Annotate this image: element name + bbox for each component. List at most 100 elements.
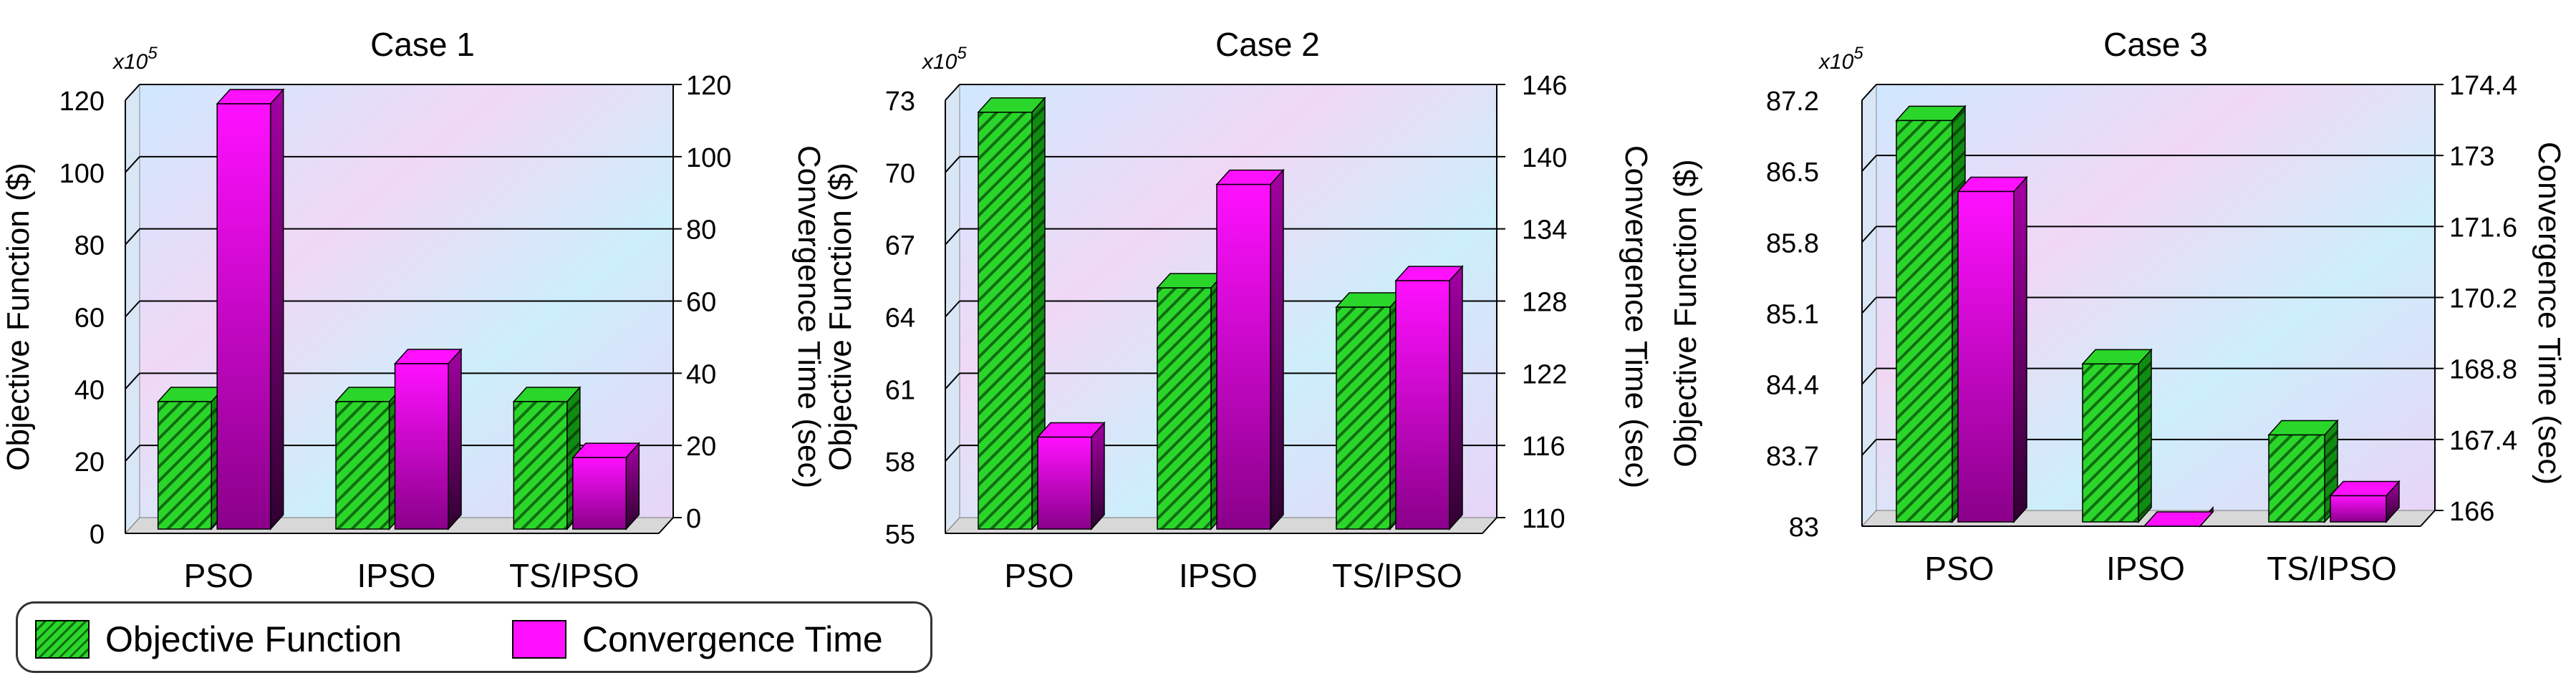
y-tick-left: 85.1 — [1766, 300, 1819, 330]
y-tick-left: 67 — [885, 231, 915, 261]
gridline-side — [125, 84, 140, 101]
bar-objective-ipso-front — [2082, 363, 2139, 523]
chart-legend: Objective Function Convergence Time — [16, 601, 932, 673]
bar-objective-ts-ipso — [1335, 291, 1404, 530]
x-tick-label: TS/IPSO — [2267, 550, 2396, 587]
y-axis-title-right: Convergence Time (sec) — [1619, 145, 1654, 488]
bar-objective-pso — [977, 96, 1046, 530]
x-tick-label: IPSO — [2106, 550, 2185, 587]
x-tick-label: TS/IPSO — [509, 557, 639, 594]
y-axis-title-left: Objective Function ($) — [1, 163, 36, 470]
bar-objective-ts-ipso-front — [513, 401, 568, 530]
legend-swatch-objective — [35, 620, 90, 659]
bar-objective-ipso-side — [2138, 348, 2152, 523]
y-axis-title-right: Convergence Time (sec) — [2532, 142, 2567, 485]
legend-swatch-convergence — [512, 620, 566, 659]
bar-convergence-pso-side — [2013, 175, 2027, 523]
y-tick-right: 140 — [1522, 143, 1567, 173]
y-tick-left: 40 — [74, 375, 105, 405]
bar-convergence-pso — [1957, 175, 2028, 523]
bar-objective-ts-ipso-top — [2267, 420, 2339, 436]
bar-convergence-pso-side — [1091, 421, 1105, 530]
y-tick-left: 20 — [74, 447, 105, 478]
gridline-side — [945, 300, 960, 318]
y-tick-left: 83.7 — [1766, 442, 1819, 472]
y-axis-title-left: Objective Function ($) — [824, 163, 858, 470]
y-tick-left: 61 — [885, 375, 915, 405]
legend-label-objective: Objective Function — [105, 619, 402, 659]
legend-item-objective: Objective Function — [35, 618, 402, 661]
bar-convergence-ipso-side — [448, 348, 462, 530]
floor-edge-right — [658, 517, 674, 534]
bar-objective-pso-front — [1896, 120, 1953, 523]
y-tick-right: 100 — [686, 143, 731, 173]
y-tick-left: 120 — [59, 87, 105, 117]
bar-objective-ipso-top — [2081, 349, 2153, 365]
gridline-side — [125, 156, 140, 173]
bar-objective-ipso — [2081, 348, 2153, 523]
bar-objective-ts-ipso-front — [2268, 434, 2325, 523]
y-tick-right: 110 — [1522, 504, 1566, 534]
gridline-side — [1861, 84, 1877, 101]
bar-convergence-ts-ipso — [571, 442, 641, 530]
y-tick-right: 128 — [1522, 288, 1567, 318]
bar-convergence-ts-ipso-front — [2330, 495, 2387, 523]
y-tick-left: 84.4 — [1766, 371, 1819, 401]
gridline-side — [125, 228, 140, 246]
y-tick-left: 58 — [885, 447, 915, 478]
bar-objective-pso-front — [157, 401, 212, 530]
floor-edge-right — [1482, 517, 1497, 534]
y-tick-left: 100 — [59, 159, 105, 189]
bar-convergence-pso-top — [1957, 176, 2028, 193]
y-tick-left: 86.5 — [1766, 158, 1819, 188]
bar-convergence-pso-front — [1037, 436, 1092, 530]
bar-convergence-ipso — [393, 348, 463, 530]
gridline-side — [125, 372, 140, 390]
gridline-side — [1861, 226, 1877, 243]
gridline-side — [125, 300, 140, 318]
bar-objective-ipso — [334, 386, 404, 530]
bar-objective-ipso — [1156, 272, 1225, 530]
chart-title: Case 1 — [370, 26, 475, 63]
gridline-side — [1861, 439, 1877, 456]
y-tick-left: 87.2 — [1766, 87, 1819, 117]
bar-objective-ts-ipso — [2267, 419, 2339, 523]
y-axis-title-right: Convergence Time (sec) — [791, 145, 826, 488]
y-tick-left: 83 — [1789, 513, 1819, 543]
gridline-side — [945, 445, 960, 462]
y-tick-right: 60 — [686, 288, 716, 318]
y-tick-right: 80 — [686, 215, 716, 246]
x-tick-label: PSO — [184, 557, 254, 594]
case-1-chart: 0 0 20 20 40 40 60 60 80 80 100 100 120 120 PSO IPSO TS/… — [1, 26, 826, 594]
y-tick-left: 70 — [885, 159, 915, 189]
bar-convergence-ipso-side — [1270, 168, 1284, 530]
x-tick-label: IPSO — [357, 557, 436, 594]
y-tick-right: 170.2 — [2449, 284, 2517, 314]
y-tick-left: 80 — [74, 231, 105, 261]
exponent-label: x105 — [112, 44, 158, 74]
y-tick-right: 166 — [2449, 497, 2494, 527]
y-tick-right: 122 — [1522, 359, 1567, 389]
chart-title: Case 3 — [2103, 26, 2208, 63]
bar-convergence-ts-ipso-top — [2329, 480, 2401, 497]
gridline-side — [945, 228, 960, 246]
bar-convergence-pso — [1036, 421, 1106, 530]
y-tick-right: 120 — [686, 71, 731, 101]
y-tick-right: 174.4 — [2449, 71, 2517, 101]
bar-objective-pso-top — [1895, 105, 1967, 122]
bar-convergence-ipso-top — [2143, 511, 2214, 527]
y-tick-left: 55 — [885, 520, 915, 550]
y-tick-left: 0 — [90, 520, 105, 550]
bar-convergence-pso-side — [269, 88, 284, 530]
case-2-chart: 55 110 58 116 61 122 64 128 67 134 70 140 73 146 PSO IP… — [824, 26, 1654, 594]
y-axis-title-left: Objective Function ($) — [1668, 159, 1703, 467]
bar-convergence-pso-front — [216, 103, 271, 530]
bar-convergence-ts-ipso-front — [1395, 280, 1450, 530]
gridline-side — [1861, 367, 1877, 385]
x-tick-label: PSO — [1924, 550, 1994, 587]
y-tick-right: 146 — [1522, 71, 1567, 101]
legend-item-convergence: Convergence Time — [512, 618, 883, 661]
gridline-side — [125, 445, 140, 462]
bar-objective-ts-ipso — [512, 386, 582, 530]
y-tick-right: 40 — [686, 359, 716, 389]
